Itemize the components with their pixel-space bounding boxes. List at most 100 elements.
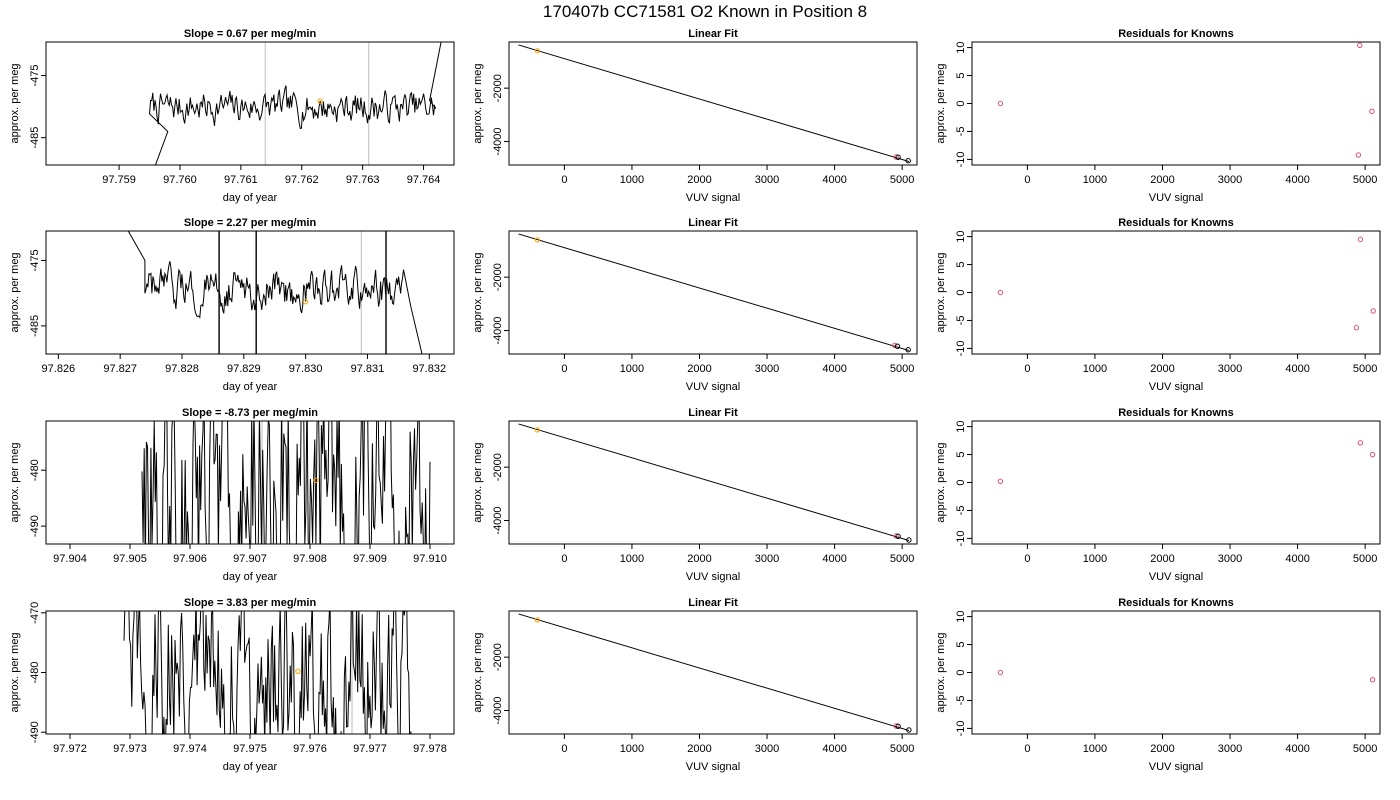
data-point bbox=[906, 727, 912, 733]
data-point bbox=[997, 100, 1004, 107]
y-tick-label: -10 bbox=[955, 530, 967, 546]
data-point bbox=[534, 237, 541, 243]
x-tick-label: 1000 bbox=[620, 743, 644, 755]
y-tick-label: -10 bbox=[955, 340, 967, 356]
x-tick-label: 97.974 bbox=[173, 743, 207, 755]
x-tick-label: 97.829 bbox=[227, 363, 261, 375]
known-marker bbox=[295, 668, 301, 675]
data-point bbox=[1357, 440, 1364, 446]
signal-trace bbox=[141, 421, 431, 544]
x-tick-label: 0 bbox=[561, 174, 567, 186]
panel-3: Residuals for Knowns 0 1000 2000 3000 4000 500… bbox=[935, 28, 1381, 204]
y-tick-label: -490 bbox=[29, 515, 41, 537]
panel-10: Slope = 3.83 per meg/min 97.972 97.973 97.9… bbox=[9, 597, 455, 773]
x-tick-label: 1000 bbox=[620, 363, 644, 375]
plot-frame bbox=[508, 610, 918, 735]
y-tick-label: -4000 bbox=[492, 127, 504, 155]
x-tick-label: 97.763 bbox=[346, 174, 380, 186]
plot-area bbox=[141, 421, 431, 544]
panel-9: Residuals for Knowns 0 1000 2000 3000 4000 500… bbox=[935, 407, 1381, 583]
y-tick-label: -10 bbox=[955, 151, 967, 167]
known-marker bbox=[313, 477, 319, 483]
x-tick-label: 97.759 bbox=[102, 174, 136, 186]
x-tick-label: 5000 bbox=[1353, 743, 1377, 755]
x-axis-label: VUV signal bbox=[1149, 571, 1203, 583]
x-tick-label: 4000 bbox=[822, 174, 846, 186]
x-tick-label: 97.978 bbox=[413, 743, 447, 755]
x-tick-label: 97.908 bbox=[293, 553, 327, 565]
y-axis-label: approx. per meg bbox=[935, 63, 947, 143]
y-tick-label: -480 bbox=[29, 661, 41, 683]
y-tick-label: -5 bbox=[955, 696, 967, 706]
x-axis-label: VUV signal bbox=[686, 381, 740, 393]
x-tick-label: 5000 bbox=[890, 553, 914, 565]
x-tick-label: 5000 bbox=[890, 363, 914, 375]
panel-title: Slope = 3.83 per meg/min bbox=[184, 597, 317, 609]
y-tick-label: 10 bbox=[955, 230, 967, 242]
x-axis-label: day of year bbox=[223, 761, 278, 773]
x-tick-label: 5000 bbox=[1353, 363, 1377, 375]
data-point bbox=[534, 48, 541, 54]
y-tick-label: -4000 bbox=[492, 696, 504, 724]
panel-grid: Slope = 0.67 per meg/min 97.759 97.760 97.7… bbox=[9, 28, 1381, 773]
x-axis-label: VUV signal bbox=[686, 192, 740, 204]
plot-frame bbox=[508, 230, 918, 355]
x-tick-label: 97.909 bbox=[353, 553, 387, 565]
plot-area bbox=[148, 42, 442, 165]
y-tick-label: -470 bbox=[29, 602, 41, 624]
x-tick-label: 97.977 bbox=[353, 743, 387, 755]
plot-frame bbox=[971, 41, 1381, 166]
known-marker bbox=[302, 298, 309, 305]
plot-area bbox=[123, 611, 412, 734]
x-tick-label: 4000 bbox=[822, 553, 846, 565]
data-point bbox=[906, 537, 912, 543]
plot-frame bbox=[45, 420, 455, 545]
y-tick-label: -4000 bbox=[492, 506, 504, 534]
x-tick-label: 1000 bbox=[620, 174, 644, 186]
plot-frame bbox=[971, 610, 1381, 735]
x-tick-label: 3000 bbox=[755, 743, 779, 755]
plot-area bbox=[997, 669, 1376, 683]
y-axis-label: approx. per meg bbox=[9, 252, 21, 332]
plot-frame bbox=[971, 230, 1381, 355]
fit-line bbox=[518, 44, 910, 163]
x-tick-label: 97.905 bbox=[113, 553, 147, 565]
figure-title: 170407b CC71581 O2 Known in Position 8 bbox=[543, 2, 867, 21]
y-axis-label: approx. per meg bbox=[9, 442, 21, 522]
y-axis-label: approx. per meg bbox=[935, 252, 947, 332]
panel-8: Linear Fit 0 1000 2000 3000 4000 5000 -2000 -400… bbox=[472, 407, 918, 583]
x-tick-label: 97.760 bbox=[163, 174, 197, 186]
x-tick-label: 3000 bbox=[755, 174, 779, 186]
x-tick-label: 97.904 bbox=[53, 553, 87, 565]
y-tick-label: 0 bbox=[955, 100, 967, 106]
plot-area bbox=[127, 231, 423, 354]
x-tick-label: 97.972 bbox=[53, 743, 87, 755]
y-tick-label: 0 bbox=[955, 289, 967, 295]
data-point bbox=[1355, 152, 1362, 158]
x-tick-label: 97.828 bbox=[165, 363, 199, 375]
panel-title: Slope = -8.73 per meg/min bbox=[182, 407, 318, 419]
x-tick-label: 1000 bbox=[1083, 743, 1107, 755]
y-tick-label: 0 bbox=[955, 479, 967, 485]
x-tick-label: 97.764 bbox=[407, 174, 441, 186]
x-tick-label: 2000 bbox=[687, 363, 711, 375]
x-tick-label: 3000 bbox=[1218, 363, 1242, 375]
y-tick-label: 5 bbox=[955, 641, 967, 647]
x-tick-label: 97.910 bbox=[413, 553, 447, 565]
y-tick-label: 0 bbox=[955, 669, 967, 675]
x-tick-label: 97.761 bbox=[224, 174, 258, 186]
data-point bbox=[1357, 42, 1363, 49]
x-tick-label: 4000 bbox=[1285, 743, 1309, 755]
x-tick-label: 2000 bbox=[687, 743, 711, 755]
x-tick-label: 2000 bbox=[1150, 174, 1174, 186]
y-tick-label: 10 bbox=[955, 610, 967, 622]
x-tick-label: 5000 bbox=[1353, 553, 1377, 565]
panel-12: Residuals for Knowns 0 1000 2000 3000 4000 500… bbox=[935, 597, 1381, 773]
data-point bbox=[534, 617, 541, 623]
y-tick-label: -490 bbox=[29, 721, 41, 743]
x-axis-label: VUV signal bbox=[1149, 192, 1203, 204]
x-tick-label: 0 bbox=[561, 743, 567, 755]
plot-area bbox=[518, 233, 911, 353]
data-point bbox=[892, 342, 898, 349]
x-tick-label: 5000 bbox=[890, 743, 914, 755]
